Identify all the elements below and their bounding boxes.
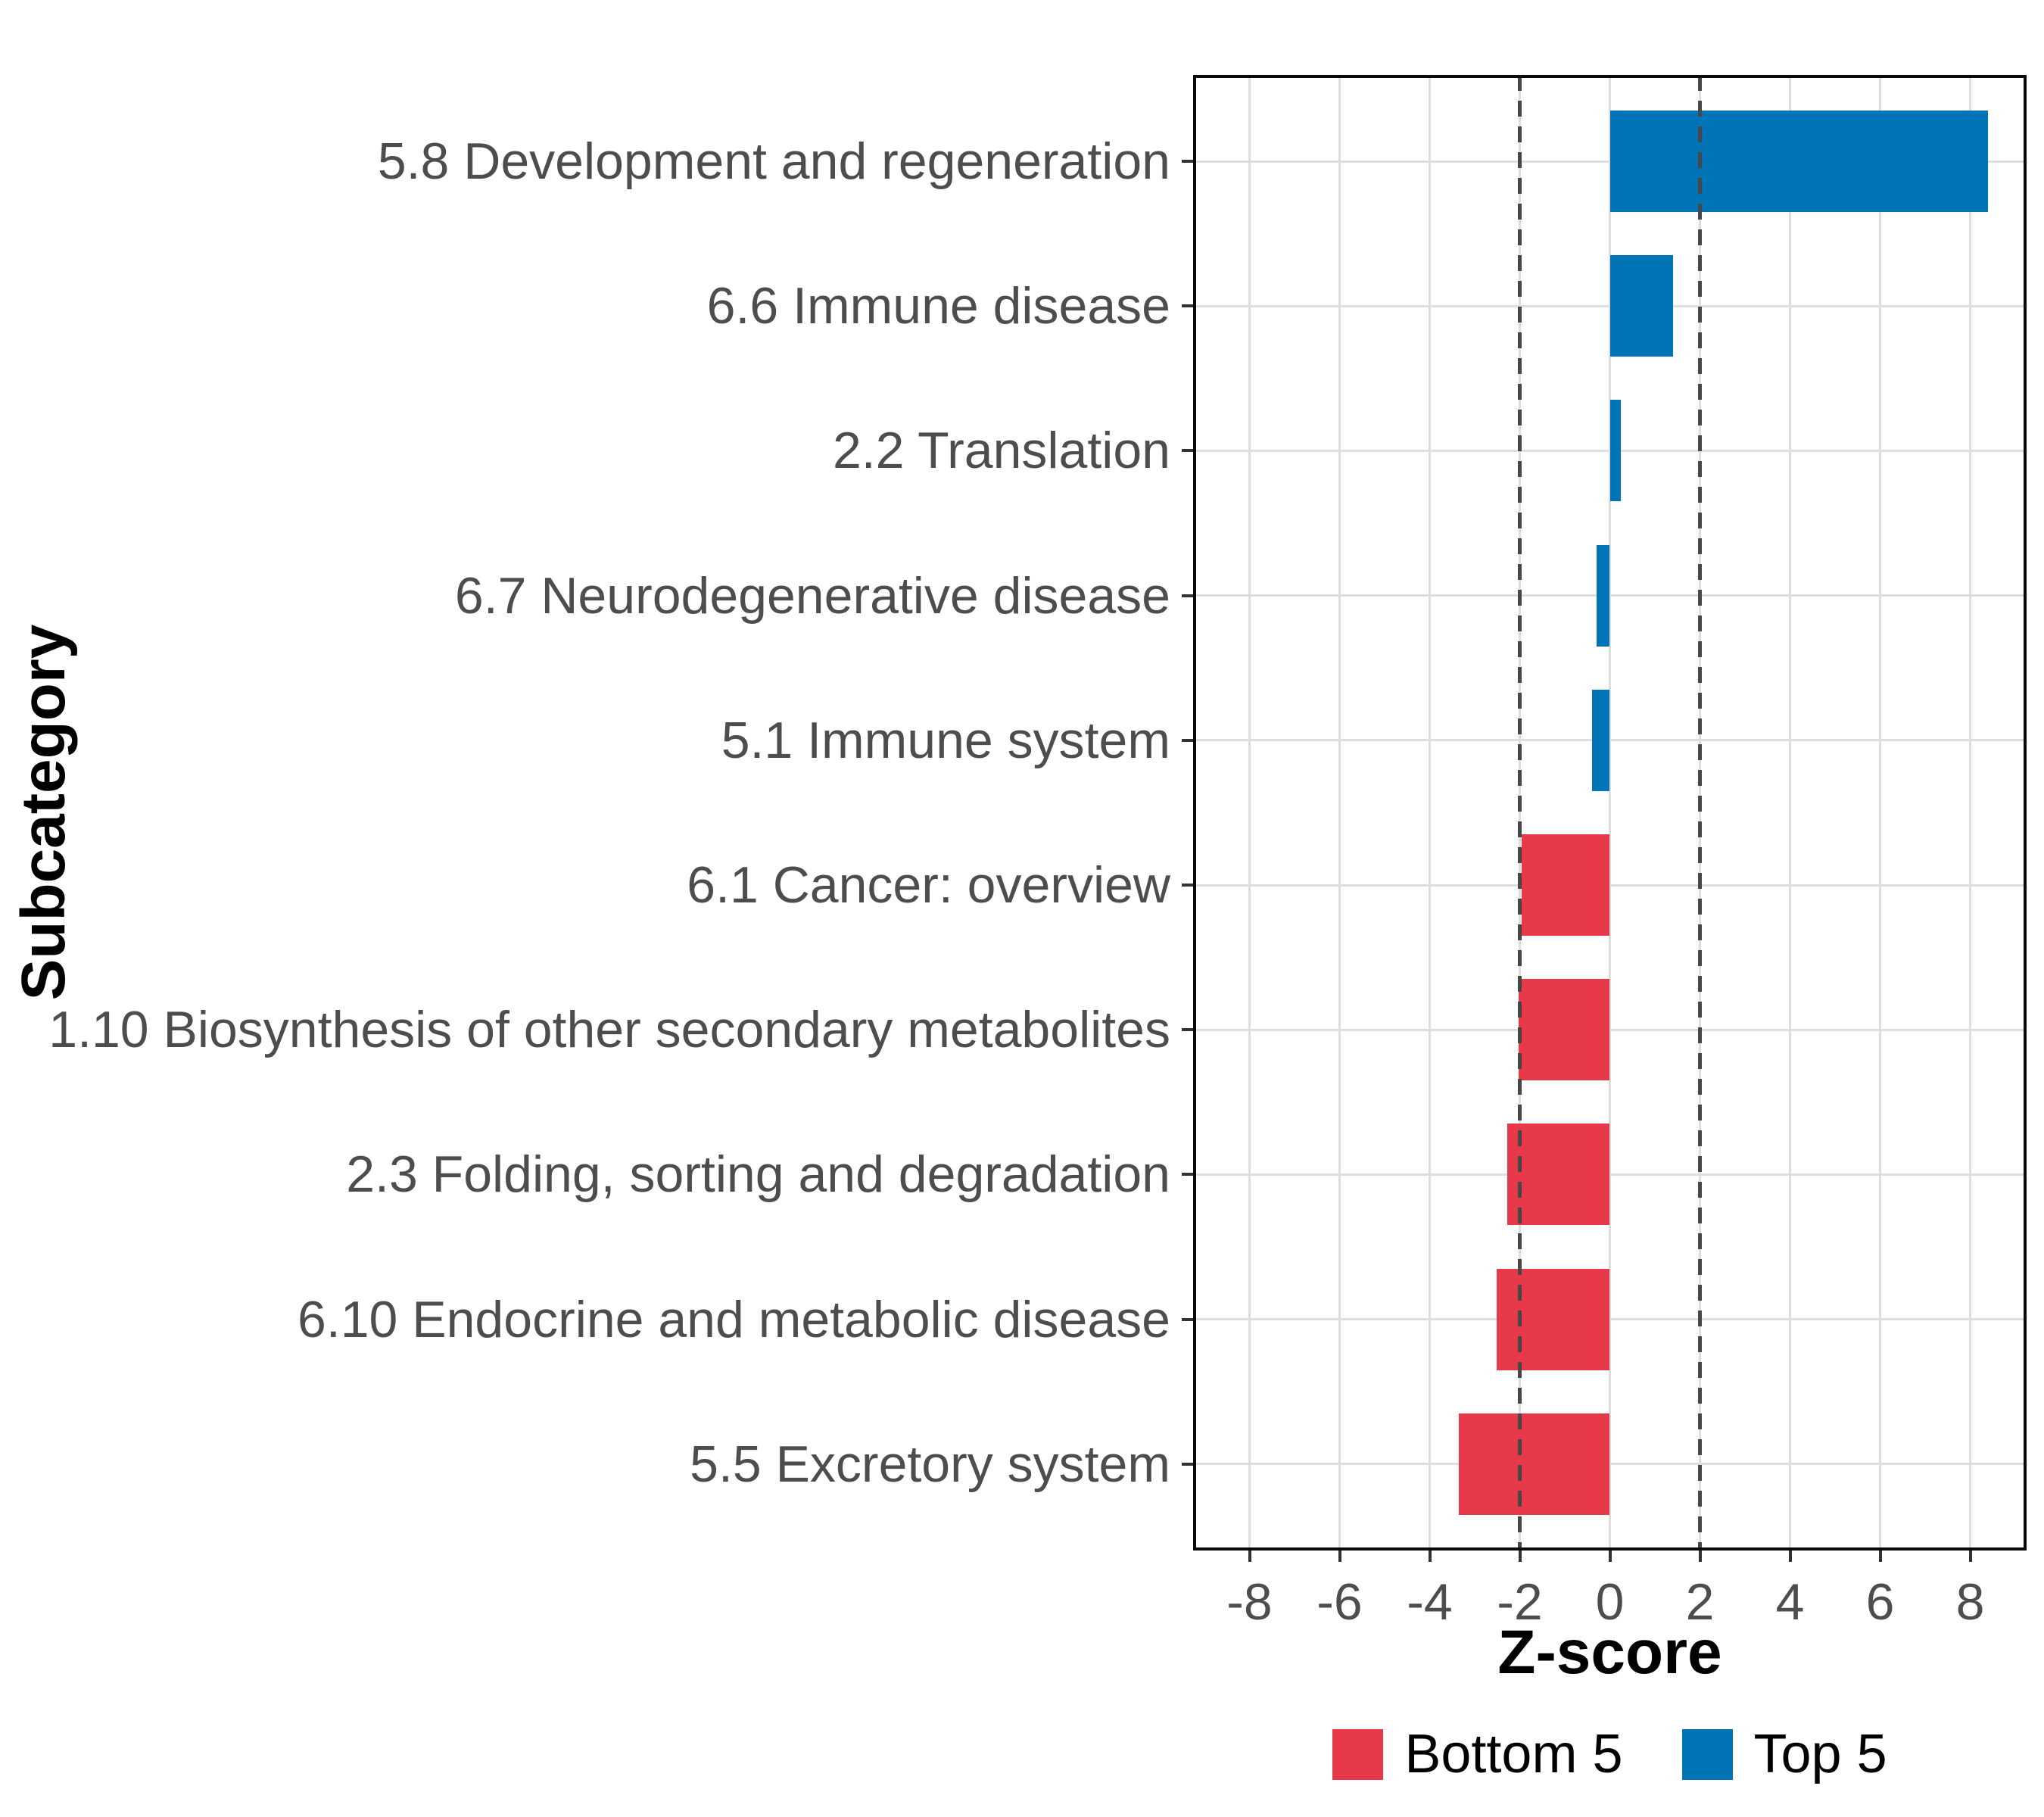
y-axis-category-label: 5.8 Development and regeneration bbox=[377, 132, 1170, 190]
x-axis-tick bbox=[1968, 1551, 1972, 1562]
bar-6-1-cancer-overview bbox=[1521, 834, 1610, 936]
gridline-y-row10 bbox=[1193, 1463, 2027, 1466]
gridline-y-row5 bbox=[1193, 739, 2027, 742]
gridline-x--4 bbox=[1429, 75, 1431, 1551]
y-axis-category-label: 2.2 Translation bbox=[832, 422, 1170, 480]
gridline-x-8 bbox=[1969, 75, 1971, 1551]
bar-6-7-neurodegenerative-disease bbox=[1596, 544, 1610, 647]
legend-key-bottom-5 bbox=[1332, 1728, 1384, 1780]
reference-line--2 bbox=[1518, 75, 1522, 1551]
legend: Bottom 5 Top 5 bbox=[1193, 1713, 2027, 1796]
plot-panel bbox=[1193, 75, 2027, 1551]
x-axis-tick-label: 8 bbox=[1955, 1573, 1985, 1631]
legend-label: Top 5 bbox=[1753, 1724, 1887, 1784]
y-axis-category-label: 2.3 Folding, sorting and degradation bbox=[346, 1145, 1170, 1204]
y-axis-tick bbox=[1182, 738, 1193, 742]
x-axis-title: Z-score bbox=[1497, 1618, 1722, 1687]
gridline-y-row8 bbox=[1193, 1173, 2027, 1176]
bar-6-6-immune-disease bbox=[1609, 255, 1673, 357]
bar-2-2-translation bbox=[1609, 400, 1622, 502]
gridline-x-6 bbox=[1879, 75, 1881, 1551]
legend-label: Bottom 5 bbox=[1404, 1724, 1623, 1784]
gridline-y-row4 bbox=[1193, 594, 2027, 597]
y-axis-category-label: 1.10 Biosynthesis of other secondary met… bbox=[48, 1001, 1170, 1059]
y-axis-category-label: 6.7 Neurodegenerative disease bbox=[454, 566, 1170, 625]
bar-2-3-folding-sorting-and-degradation bbox=[1507, 1124, 1610, 1226]
x-axis-tick-label: -2 bbox=[1497, 1573, 1543, 1631]
bar-5-5-excretory-system bbox=[1458, 1413, 1610, 1515]
y-axis-tick bbox=[1182, 160, 1193, 163]
y-axis-tick bbox=[1182, 304, 1193, 308]
x-axis-tick-label: 0 bbox=[1595, 1573, 1625, 1631]
reference-line-2 bbox=[1698, 75, 1702, 1551]
y-axis-category-label: 6.10 Endocrine and metabolic disease bbox=[298, 1290, 1170, 1348]
y-axis-category-label: 5.5 Excretory system bbox=[690, 1435, 1170, 1493]
y-axis-tick bbox=[1182, 1317, 1193, 1321]
y-axis-tick bbox=[1182, 1462, 1193, 1466]
x-axis-tick-label: -8 bbox=[1226, 1573, 1273, 1631]
x-axis-tick bbox=[1248, 1551, 1251, 1562]
bar-5-8-development-and-regeneration bbox=[1609, 111, 1989, 212]
gridline-y-row6 bbox=[1193, 884, 2027, 887]
gridline-x--8 bbox=[1248, 75, 1251, 1551]
y-axis-category-label: 5.1 Immune system bbox=[721, 711, 1170, 769]
x-axis-tick bbox=[1608, 1551, 1612, 1562]
gridline-x-4 bbox=[1789, 75, 1791, 1551]
x-axis-tick bbox=[1698, 1551, 1702, 1562]
y-axis-category-label: 6.1 Cancer: overview bbox=[687, 856, 1170, 914]
gridline-x-0 bbox=[1609, 75, 1611, 1551]
x-axis-tick-label: 4 bbox=[1775, 1573, 1805, 1631]
y-axis-tick bbox=[1182, 1173, 1193, 1177]
x-axis-tick-label: 2 bbox=[1685, 1573, 1715, 1631]
bar-6-10-endocrine-and-metabolic-disease bbox=[1496, 1268, 1610, 1370]
x-axis-tick bbox=[1428, 1551, 1432, 1562]
x-axis-tick-label: 6 bbox=[1865, 1573, 1895, 1631]
gridline-x--6 bbox=[1338, 75, 1341, 1551]
y-axis-tick bbox=[1182, 594, 1193, 597]
legend-entry-bottom-5: Bottom 5 bbox=[1332, 1724, 1623, 1784]
y-axis-category-label: 6.6 Immune disease bbox=[706, 277, 1170, 335]
legend-entry-top-5: Top 5 bbox=[1681, 1724, 1887, 1784]
x-axis-tick bbox=[1518, 1551, 1522, 1562]
y-axis-tick bbox=[1182, 449, 1193, 453]
gridline-y-row7 bbox=[1193, 1028, 2027, 1031]
gridline-y-row9 bbox=[1193, 1318, 2027, 1321]
x-axis-tick-label: -6 bbox=[1316, 1573, 1363, 1631]
x-axis-tick bbox=[1788, 1551, 1792, 1562]
x-axis-tick bbox=[1878, 1551, 1882, 1562]
y-axis-tick bbox=[1182, 1028, 1193, 1032]
y-axis-tick bbox=[1182, 884, 1193, 887]
x-axis-tick-label: -4 bbox=[1407, 1573, 1453, 1631]
y-axis-title: Subcategory bbox=[9, 624, 78, 1001]
x-axis-tick bbox=[1338, 1551, 1341, 1562]
bar-5-1-immune-system bbox=[1591, 689, 1610, 791]
bar-1-10-biosynthesis-of-other-secondary-metabolites bbox=[1519, 979, 1610, 1081]
legend-key-top-5 bbox=[1681, 1728, 1733, 1780]
